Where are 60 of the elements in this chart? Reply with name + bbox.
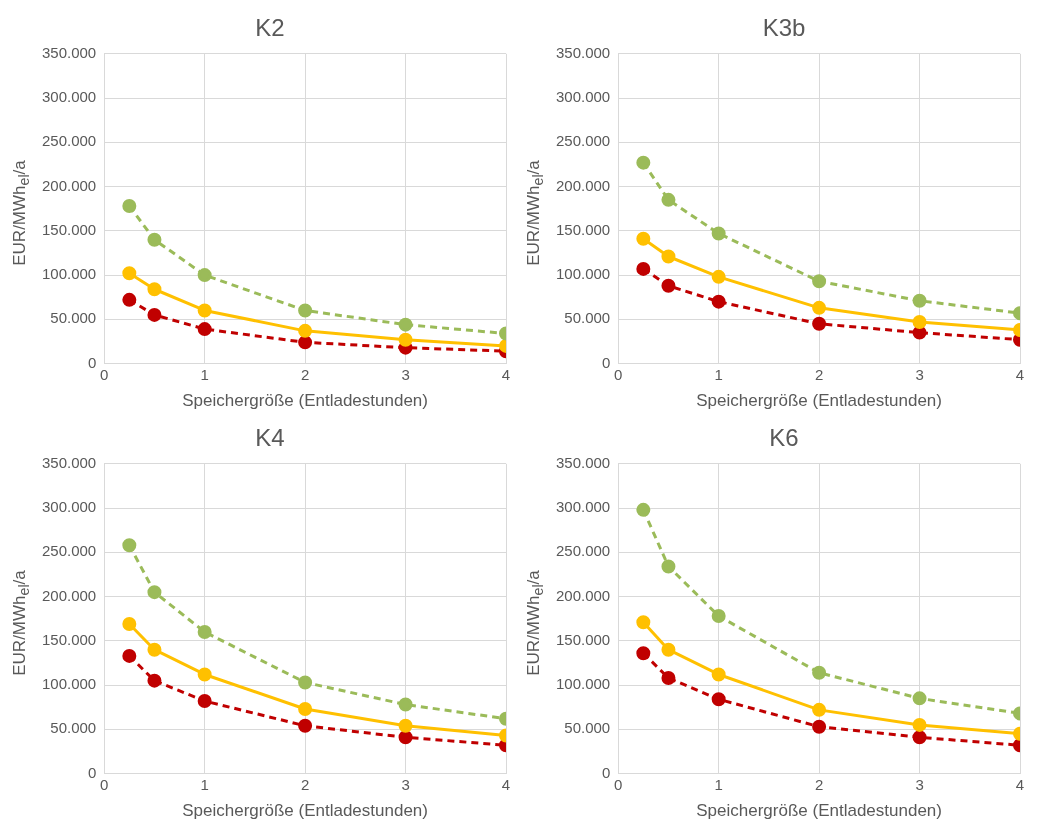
x-tick-label: 4 <box>501 365 511 383</box>
y-tick-label: 100.000 <box>555 264 611 282</box>
x-tick-label: 4 <box>1015 365 1025 383</box>
y-tick-label: 200.000 <box>41 176 97 194</box>
y-tick-label: 100.000 <box>555 674 611 692</box>
y-tick-label: 0 <box>601 763 611 781</box>
x-tick-label: 0 <box>100 775 109 793</box>
y-tick-label: 150.000 <box>555 220 611 238</box>
y-tick-label: 350.000 <box>41 43 97 61</box>
x-tick-label: 1 <box>200 365 209 383</box>
y-tick-label: 300.000 <box>41 497 97 515</box>
y-tick-label: 250.000 <box>555 131 611 149</box>
y-tick-label: 0 <box>601 353 611 371</box>
y-tick-label: 150.000 <box>555 630 611 648</box>
x-tick-label: 2 <box>300 365 310 383</box>
x-tick-label: 4 <box>501 775 511 793</box>
x-axis-title: Speichergröße (Entladestunden) <box>696 800 942 820</box>
y-tick-label: 100.000 <box>41 264 97 282</box>
x-tick-label: 4 <box>1015 775 1025 793</box>
x-tick-label: 2 <box>814 775 824 793</box>
y-tick-label: 350.000 <box>555 43 611 61</box>
y-tick-label: 250.000 <box>41 541 97 559</box>
y-tick-label: 300.000 <box>555 87 611 105</box>
x-axis-title: Speichergröße (Entladestunden) <box>182 800 428 820</box>
x-tick-label: 1 <box>714 775 723 793</box>
y-tick-label: 200.000 <box>555 176 611 194</box>
y-tick-label: 350.000 <box>555 453 611 471</box>
y-tick-label: 250.000 <box>41 131 97 149</box>
x-tick-label: 2 <box>300 775 310 793</box>
y-tick-label: 200.000 <box>41 586 97 604</box>
y-tick-label: 50.000 <box>50 718 97 736</box>
x-tick-label: 1 <box>200 775 209 793</box>
y-tick-label: 300.000 <box>41 87 97 105</box>
y-tick-label: 50.000 <box>564 718 611 736</box>
chart-title: K6 <box>769 423 799 451</box>
y-tick-label: 50.000 <box>564 308 611 326</box>
y-tick-label: 300.000 <box>555 497 611 515</box>
x-tick-label: 3 <box>401 775 410 793</box>
x-tick-label: 1 <box>714 365 723 383</box>
x-tick-label: 3 <box>401 365 410 383</box>
chart-title: K2 <box>255 13 285 41</box>
x-tick-label: 0 <box>614 775 623 793</box>
x-axis-title: Speichergröße (Entladestunden) <box>182 390 428 410</box>
y-tick-label: 100.000 <box>41 674 97 692</box>
y-tick-label: 350.000 <box>41 453 97 471</box>
x-tick-label: 0 <box>100 365 109 383</box>
x-axis-title: Speichergröße (Entladestunden) <box>696 390 942 410</box>
y-tick-label: 0 <box>87 353 97 371</box>
chart-title: K3b <box>762 13 806 41</box>
x-tick-label: 3 <box>915 365 924 383</box>
y-tick-label: 150.000 <box>41 220 97 238</box>
y-tick-label: 250.000 <box>555 541 611 559</box>
x-tick-label: 2 <box>814 365 824 383</box>
chart-title: K4 <box>255 423 285 451</box>
x-tick-label: 3 <box>915 775 924 793</box>
y-tick-label: 0 <box>87 763 97 781</box>
y-tick-label: 50.000 <box>50 308 97 326</box>
y-tick-label: 150.000 <box>41 630 97 648</box>
x-tick-label: 0 <box>614 365 623 383</box>
y-tick-label: 200.000 <box>555 586 611 604</box>
